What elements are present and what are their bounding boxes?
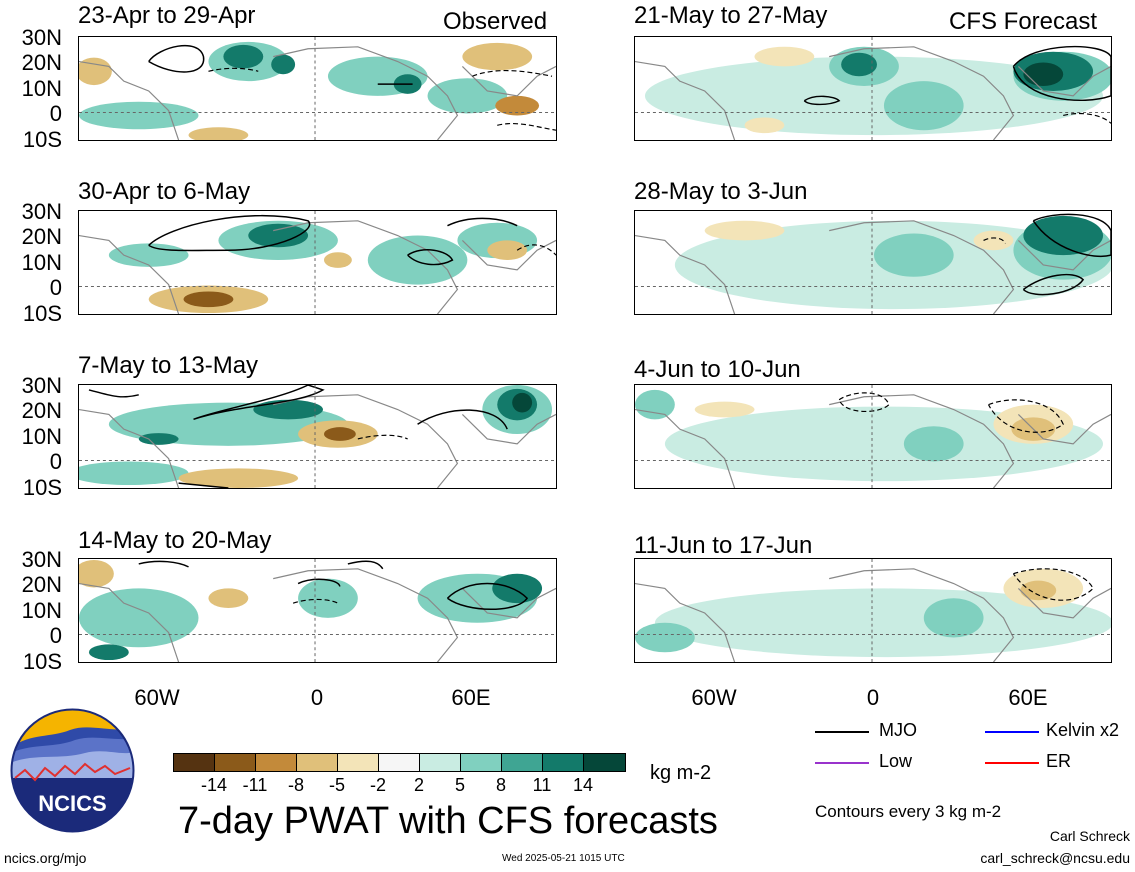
observed-map-3 <box>78 384 557 489</box>
colorbar-tick-label: 11 <box>532 775 552 795</box>
figure-title: 7-day PWAT with CFS forecasts <box>178 800 718 842</box>
observed-panel-2-title: 30-Apr to 6-May <box>78 178 251 205</box>
forecast-map-2 <box>634 210 1112 315</box>
lat-label: 10N <box>21 424 62 449</box>
observed-panel-3-title: 7-May to 13-May <box>78 352 259 379</box>
forecast-panel-4-title: 11-Jun to 17-Jun <box>634 532 813 559</box>
colorbar-swatch <box>583 753 626 772</box>
logo-text: NCICS <box>38 791 106 816</box>
lat-label: 10N <box>21 250 62 275</box>
legend-label-mjo: MJO <box>879 720 917 740</box>
colorbar-tick-label: 2 <box>413 775 424 795</box>
lat-label: 20N <box>21 224 62 249</box>
lat-label: 10N <box>21 598 62 623</box>
colorbar-swatch <box>255 753 297 772</box>
observed-panel-4-title: 14-May to 20-May <box>78 527 272 554</box>
lat-label: 30N <box>21 25 62 50</box>
ncics-logo: NCICS <box>10 708 135 833</box>
lat-label: 30N <box>21 199 62 224</box>
colorbar-swatch <box>337 753 379 772</box>
colorbar-tick-label: 8 <box>495 775 506 795</box>
colorbar-swatch <box>542 753 584 772</box>
contour-legend: MJO Kelvin x2 Low ER <box>815 720 1135 780</box>
lat-label: 20N <box>21 398 62 423</box>
colorbar-tick-label: -2 <box>369 775 386 795</box>
colorbar-tick-label: -8 <box>287 775 304 795</box>
colorbar-tick-label: 14 <box>572 775 594 795</box>
observed-map-1 <box>78 36 557 141</box>
legend-label-er: ER <box>1046 751 1072 771</box>
colorbar-tick-label: -5 <box>328 775 345 795</box>
colorbar-swatch <box>419 753 461 772</box>
author-name: Carl Schreck <box>1049 828 1130 844</box>
lat-label: 0 <box>49 275 62 300</box>
observed-map-2 <box>78 210 557 315</box>
colorbar-swatch <box>173 753 215 772</box>
forecast-map-3 <box>634 384 1112 489</box>
lon-label-left-60e: 60E <box>451 685 491 710</box>
colorbar-tick-label: -14 <box>200 775 227 795</box>
lat-label: 0 <box>49 623 62 648</box>
lat-label: 10S <box>22 649 62 674</box>
colorbar-swatch <box>296 753 338 772</box>
lat-label: 10N <box>21 76 62 101</box>
lat-label: 30N <box>21 373 62 398</box>
colorbar-swatch <box>214 753 256 772</box>
site-link[interactable]: ncics.org/mjo <box>4 850 87 866</box>
colorbar-swatch <box>501 753 543 772</box>
lon-label-right-60e: 60E <box>1008 685 1048 710</box>
forecast-panel-3-title: 4-Jun to 10-Jun <box>634 356 801 383</box>
legend-label-low: Low <box>879 751 913 771</box>
forecast-panel-2-title: 28-May to 3-Jun <box>634 178 808 205</box>
lat-label: 0 <box>49 101 62 126</box>
legend-line-kelvin <box>985 731 1039 733</box>
lat-label: 10S <box>22 301 62 326</box>
legend-line-low <box>815 762 869 764</box>
forecast-panel-1-title: 21-May to 27-May <box>634 2 828 29</box>
colorbar-tick-label: 5 <box>454 775 465 795</box>
lon-label-left-0: 0 <box>310 685 324 710</box>
forecast-map-4 <box>634 558 1112 663</box>
colorbar-unit: kg m-2 <box>650 762 712 784</box>
legend-line-mjo <box>815 731 869 733</box>
colorbar-swatch <box>378 753 420 772</box>
lat-label: 20N <box>21 572 62 597</box>
lat-label: 10S <box>22 475 62 500</box>
legend-label-kelvin: Kelvin x2 <box>1046 720 1120 740</box>
lat-label: 0 <box>49 449 62 474</box>
lat-label: 20N <box>21 50 62 75</box>
colorbar-tick-label: -11 <box>242 775 268 795</box>
observed-panel-1-title: 23-Apr to 29-Apr <box>78 2 256 29</box>
timestamp: Wed 2025-05-21 1015 UTC <box>502 853 625 864</box>
lon-label-right-0: 0 <box>866 685 880 710</box>
observed-label: Observed <box>443 8 548 35</box>
lon-label-left-60w: 60W <box>134 685 180 710</box>
author-email[interactable]: carl_schreck@ncsu.edu <box>980 850 1130 866</box>
observed-map-4 <box>78 558 557 663</box>
lon-label-right-60w: 60W <box>691 685 737 710</box>
forecast-label: CFS Forecast <box>949 8 1098 35</box>
colorbar: -14 -11 -8 -5 -2 2 5 8 11 14 <box>173 753 628 798</box>
forecast-map-1 <box>634 36 1112 141</box>
lat-label: 10S <box>22 127 62 152</box>
legend-line-er <box>985 762 1039 764</box>
contour-note: Contours every 3 kg m-2 <box>815 802 1002 821</box>
colorbar-swatch <box>460 753 502 772</box>
lat-label: 30N <box>21 547 62 572</box>
